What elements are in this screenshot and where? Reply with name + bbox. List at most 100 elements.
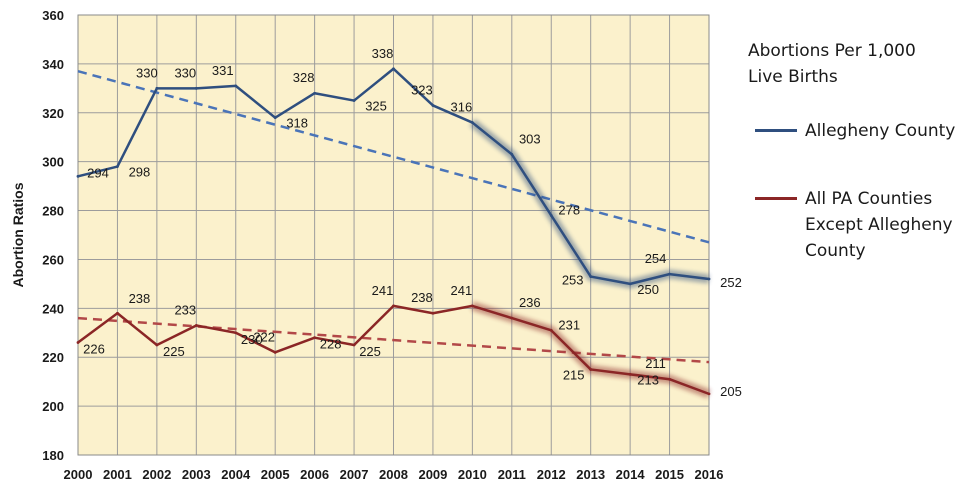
data-label-allegheny: 330 [136,65,158,80]
data-point-pa [234,331,238,335]
y-tick-label: 280 [42,204,64,219]
legend-label-allegheny: Allegheny County [805,121,956,141]
data-point-allegheny [352,99,356,102]
data-point-pa [116,311,119,315]
data-point-allegheny [549,214,553,217]
data-label-pa: 225 [163,344,185,359]
data-point-pa [589,368,593,371]
data-point-pa [194,324,198,327]
legend-label-pa: All PA Counties Except Allegheny County [805,186,953,264]
data-point-pa [628,372,632,376]
data-label-pa: 205 [720,384,742,399]
data-label-pa: 228 [320,337,342,352]
data-point-allegheny [668,272,671,276]
x-tick-label: 2006 [300,467,329,482]
legend-title: Abortions Per 1,000 Live Births [748,38,958,90]
legend-swatch-pa [755,197,797,200]
data-point-allegheny [194,86,198,90]
data-label-pa: 222 [253,329,275,344]
data-label-allegheny: 252 [720,275,742,290]
data-point-allegheny [155,86,159,90]
data-point-allegheny [234,84,238,88]
data-label-allegheny: 294 [87,165,109,180]
y-tick-label: 220 [42,350,64,365]
plot-border [77,14,710,456]
data-point-allegheny [589,275,593,278]
x-tick-label: 2008 [379,467,408,482]
data-point-pa [510,316,514,320]
x-tick-label: 2000 [64,467,93,482]
y-tick-label: 300 [42,155,64,170]
legend-title-line1: Abortions Per 1,000 [748,41,916,61]
legend-label-pa-line3: County [805,241,866,261]
y-tick-label: 260 [42,252,64,267]
x-tick-label: 2012 [537,467,566,482]
y-tick-label: 240 [42,301,64,316]
data-point-allegheny [392,67,395,71]
data-point-pa [707,392,711,396]
data-point-allegheny [76,174,80,178]
x-tick-label: 2002 [142,467,171,482]
data-label-allegheny: 278 [558,202,580,217]
data-label-allegheny: 331 [212,63,234,78]
data-label-allegheny: 303 [519,131,541,146]
data-point-pa [273,350,277,354]
data-point-allegheny [116,165,119,168]
y-axis-label: Abortion Ratios [10,182,26,287]
x-tick-label: 2005 [261,467,290,482]
data-label-pa: 230 [241,332,263,347]
data-label-pa: 238 [411,290,433,305]
data-point-pa [431,311,435,315]
x-tick-label: 2009 [418,467,447,482]
x-tick-label: 2015 [655,467,684,482]
legend-label-pa-line1: All PA Counties [805,189,933,209]
data-point-pa [76,341,80,344]
y-tick-label: 340 [42,57,64,72]
data-point-pa [155,343,159,347]
data-label-pa: 241 [372,283,394,298]
x-tick-label: 2004 [221,467,251,482]
data-point-allegheny [431,104,435,107]
y-tick-label: 180 [42,448,64,463]
data-point-pa [392,304,395,308]
trendline-pa [77,316,710,364]
data-point-allegheny [313,91,317,95]
data-label-allegheny: 325 [365,99,387,114]
data-label-allegheny: 328 [293,70,315,85]
data-point-pa [313,336,317,340]
data-point-allegheny [628,282,632,286]
data-point-pa [352,343,356,347]
data-label-allegheny: 316 [451,100,473,115]
data-point-pa [549,328,553,332]
trendline-allegheny [77,70,710,244]
data-label-allegheny: 254 [645,251,667,266]
data-label-pa: 211 [645,356,666,371]
data-label-pa: 241 [451,283,473,298]
data-point-allegheny [273,116,277,120]
data-point-allegheny [470,121,474,124]
y-tick-label: 360 [42,8,64,23]
data-label-allegheny: 298 [129,165,151,180]
x-tick-label: 2014 [616,467,646,482]
data-point-pa [470,304,474,308]
data-label-pa: 225 [359,344,381,359]
x-tick-label: 2007 [340,467,369,482]
x-tick-label: 2016 [695,467,724,482]
data-label-pa: 233 [174,302,196,317]
y-tick-label: 320 [42,106,64,121]
data-label-allegheny: 318 [286,116,308,131]
data-label-pa: 215 [563,367,585,382]
x-tick-label: 2010 [458,467,487,482]
data-label-allegheny: 323 [411,82,433,97]
data-label-pa: 226 [83,342,105,357]
x-tick-label: 2003 [182,467,211,482]
data-label-allegheny: 250 [637,282,659,297]
x-tick-label: 2011 [498,467,526,482]
data-point-allegheny [510,152,514,156]
legend-label-pa-line2: Except Allegheny [805,215,953,235]
data-label-pa: 231 [558,317,580,332]
data-point-pa [668,377,671,381]
data-label-allegheny: 330 [174,65,196,80]
x-tick-label: 2013 [576,467,605,482]
